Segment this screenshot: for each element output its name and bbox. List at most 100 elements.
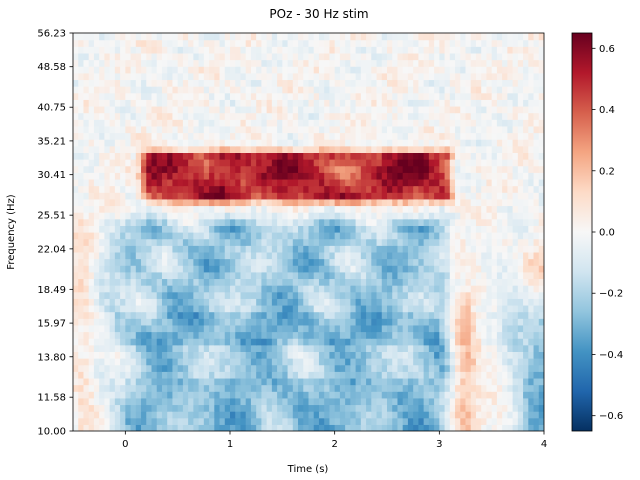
heatmap-cell [376, 145, 383, 153]
heatmap-cell [512, 338, 519, 346]
heatmap-cell [135, 351, 142, 359]
heatmap-cell [261, 238, 268, 246]
heatmap-cell [449, 271, 456, 280]
heatmap-cell [266, 371, 273, 379]
heatmap-cell [455, 338, 461, 346]
heatmap-cell [277, 417, 283, 425]
heatmap-cell [161, 358, 168, 366]
heatmap-cell [167, 358, 174, 366]
heatmap-cell [381, 291, 388, 299]
heatmap-cell [355, 424, 362, 431]
heatmap-cell [188, 125, 194, 134]
heatmap-cell [339, 66, 346, 74]
heatmap-cell [360, 324, 367, 333]
heatmap-cell [161, 238, 168, 246]
heatmap-cell [167, 112, 174, 120]
heatmap-cell [324, 404, 331, 412]
heatmap-cell [407, 218, 414, 226]
heatmap-cell [303, 152, 310, 160]
heatmap-cell [245, 417, 252, 425]
heatmap-cell [434, 391, 440, 399]
heatmap-cell [439, 159, 446, 167]
heatmap-cell [287, 265, 294, 273]
heatmap-cell [303, 198, 310, 207]
heatmap-cell [507, 278, 514, 286]
heatmap-cell [240, 324, 247, 333]
heatmap-cell [161, 59, 168, 67]
heatmap-cell [203, 165, 210, 173]
heatmap-cell [339, 285, 346, 293]
heatmap-cell [73, 251, 79, 260]
heatmap-cell [418, 358, 425, 366]
heatmap-cell [167, 232, 174, 240]
heatmap-cell [271, 232, 278, 240]
heatmap-cell [329, 291, 336, 299]
heatmap-cell [376, 364, 383, 372]
heatmap-cell [172, 278, 179, 286]
heatmap-cell [313, 132, 320, 140]
heatmap-cell [470, 285, 477, 293]
heatmap-cell [355, 397, 362, 406]
heatmap-cell [88, 285, 95, 293]
heatmap-cell [517, 159, 524, 167]
heatmap-cell [292, 172, 299, 180]
heatmap-cell [470, 66, 477, 74]
heatmap-cell [376, 311, 383, 319]
heatmap-cell [324, 218, 331, 226]
heatmap-cell [423, 72, 430, 81]
heatmap-cell [465, 278, 472, 286]
heatmap-cell [151, 238, 158, 246]
heatmap-cell [376, 86, 383, 94]
heatmap-cell [397, 258, 404, 266]
heatmap-cell [303, 159, 310, 167]
heatmap-cell [339, 238, 346, 246]
heatmap-cell [371, 245, 378, 253]
heatmap-cell [334, 397, 341, 406]
heatmap-cell [287, 59, 294, 67]
heatmap-cell [214, 79, 221, 87]
heatmap-cell [298, 285, 304, 293]
heatmap-cell [120, 424, 126, 431]
heatmap-cell [318, 331, 325, 339]
heatmap-cell [93, 298, 100, 306]
heatmap-cell [250, 178, 257, 187]
heatmap-cell [512, 344, 519, 352]
heatmap-cell [491, 384, 498, 392]
heatmap-cell [177, 125, 184, 134]
heatmap-cell [313, 411, 320, 419]
heatmap-cell [523, 364, 529, 372]
heatmap-cell [407, 371, 414, 379]
heatmap-cell [271, 218, 278, 226]
heatmap-cell [209, 225, 215, 233]
heatmap-cell [418, 172, 425, 180]
heatmap-cell [88, 205, 95, 213]
heatmap-cell [486, 251, 493, 260]
heatmap-cell [141, 291, 147, 299]
heatmap-cell [245, 92, 252, 100]
heatmap-cell [470, 232, 477, 240]
heatmap-cell [507, 265, 514, 273]
heatmap-cell [449, 165, 456, 173]
heatmap-cell [151, 99, 158, 107]
heatmap-cell [345, 198, 351, 207]
heatmap-cell [151, 119, 158, 127]
heatmap-cell [161, 178, 168, 187]
heatmap-cell [73, 145, 79, 153]
heatmap-cell [120, 119, 126, 127]
heatmap-cell [486, 344, 493, 352]
heatmap-cell [507, 377, 514, 386]
heatmap-cell [99, 225, 105, 233]
heatmap-cell [78, 72, 85, 81]
heatmap-cell [93, 411, 100, 419]
heatmap-cell [371, 298, 378, 306]
heatmap-cell [460, 265, 467, 273]
heatmap-cell [439, 185, 446, 193]
heatmap-cell [73, 112, 79, 120]
heatmap-cell [230, 377, 236, 386]
heatmap-cell [230, 218, 236, 226]
heatmap-cell [465, 258, 472, 266]
heatmap-cell [538, 304, 544, 313]
heatmap-cell [298, 251, 304, 260]
heatmap-cell [256, 324, 262, 333]
heatmap-cell [135, 344, 142, 352]
